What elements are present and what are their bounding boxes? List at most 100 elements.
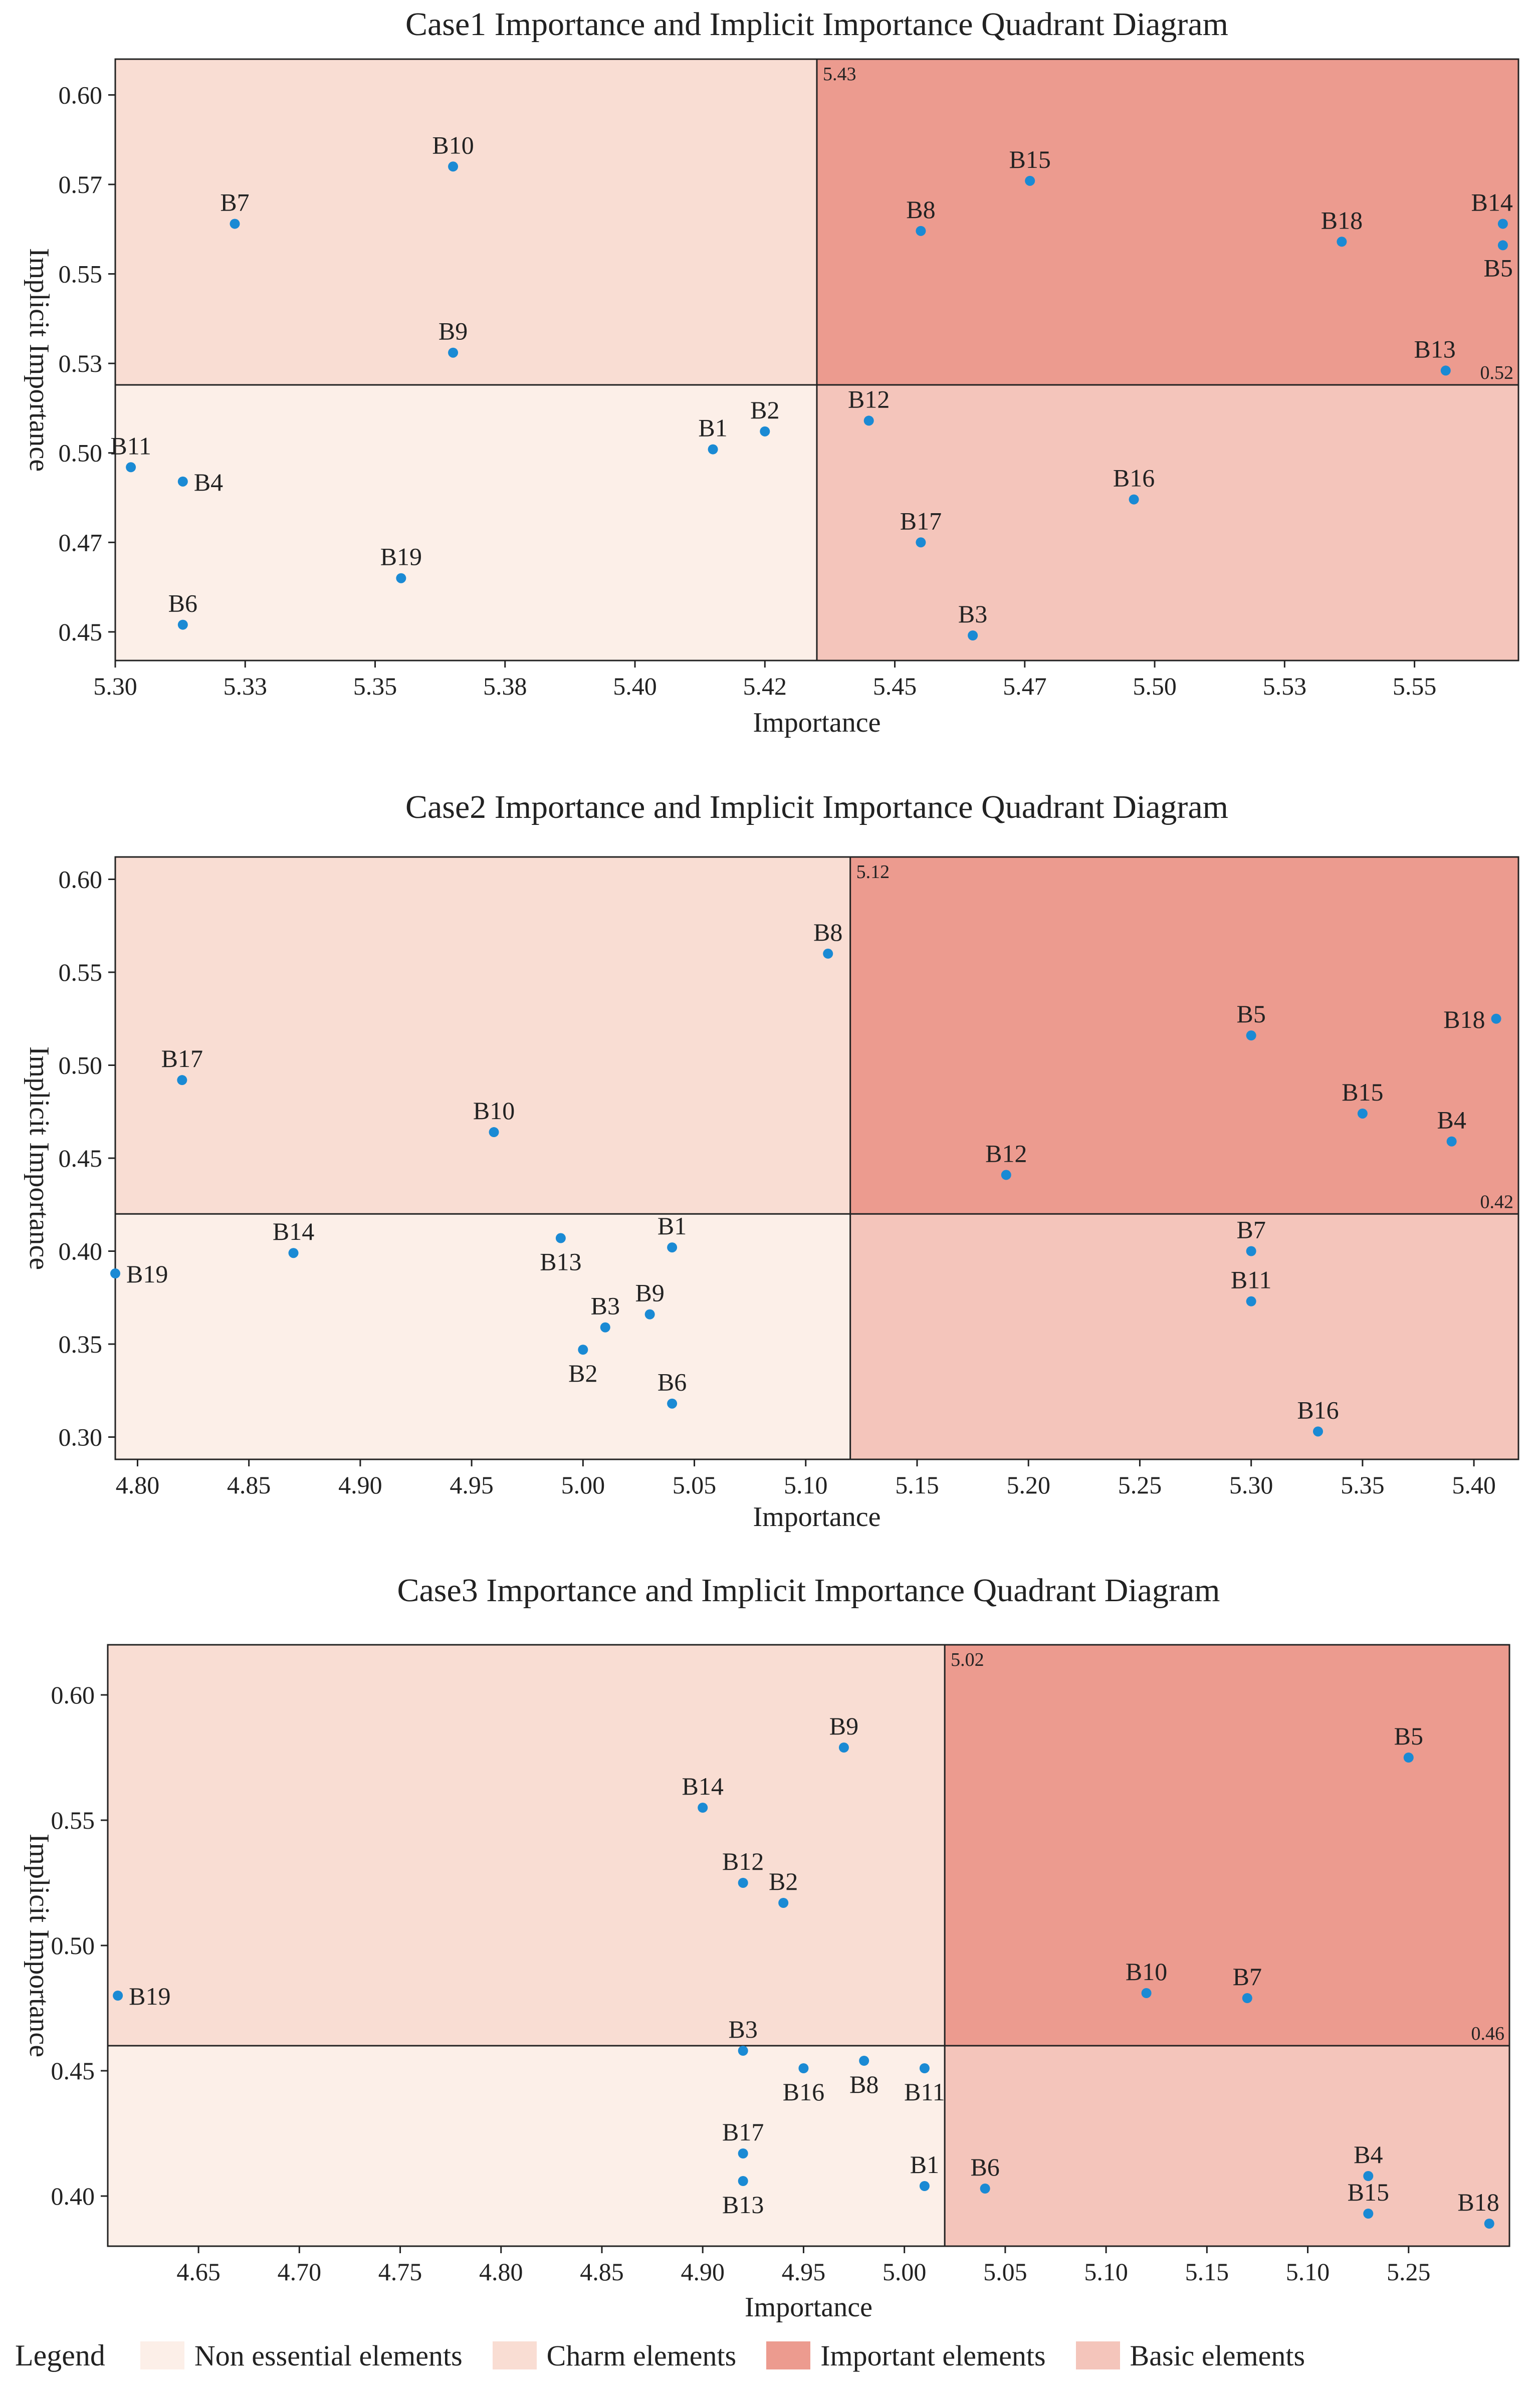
quadrant-non-essential: [108, 2046, 945, 2246]
data-point-b7: [1242, 1993, 1252, 2003]
y-tick-label: 0.57: [59, 170, 103, 198]
data-point-b13: [555, 1233, 566, 1243]
point-label-b10: B10: [432, 131, 474, 159]
data-point-b4: [177, 476, 188, 487]
data-point-b17: [738, 2148, 748, 2158]
data-point-b13: [1440, 365, 1451, 376]
chart-title: Case3 Importance and Implicit Importance…: [397, 1572, 1220, 1609]
data-point-b8: [916, 226, 926, 236]
point-label-b12: B12: [722, 1847, 764, 1875]
quadrant-important: [850, 857, 1518, 1214]
y-tick-label: 0.45: [59, 618, 103, 646]
legend-label-important: Important elements: [820, 2339, 1046, 2372]
legend-swatch-important: [766, 2341, 811, 2369]
x-axis-label: Importance: [753, 707, 881, 738]
point-label-b17: B17: [722, 2118, 764, 2146]
point-label-b11: B11: [904, 2078, 945, 2106]
y-split-label: 0.52: [1480, 362, 1514, 383]
point-label-b2: B2: [750, 396, 779, 424]
data-point-b18: [1337, 237, 1347, 247]
point-label-b15: B15: [1342, 1078, 1383, 1106]
legend-swatch-charm: [492, 2341, 537, 2369]
data-point-b14: [1497, 219, 1508, 229]
quadrant-charm: [108, 1645, 945, 2046]
x-axis-label: Importance: [745, 2292, 872, 2323]
legend-item-non-essential: Non essential elements: [140, 2339, 463, 2372]
y-tick-label: 0.55: [59, 958, 103, 986]
data-point-b12: [1001, 1170, 1011, 1180]
y-tick-label: 0.55: [51, 1806, 95, 1834]
x-tick-label: 4.90: [681, 2258, 725, 2286]
data-point-b9: [838, 1743, 849, 1753]
point-label-b2: B2: [769, 1867, 798, 1895]
data-point-b2: [760, 426, 770, 437]
x-tick-label: 5.15: [895, 1471, 939, 1499]
point-label-b4: B4: [1437, 1106, 1466, 1134]
x-tick-label: 4.95: [450, 1471, 494, 1499]
point-label-b11: B11: [1231, 1266, 1272, 1294]
data-point-b6: [667, 1398, 678, 1409]
point-label-b9: B9: [438, 317, 468, 345]
quadrant-non-essential: [115, 1214, 850, 1459]
x-tick-label: 5.10: [1286, 2258, 1330, 2286]
data-point-b11: [126, 462, 136, 473]
data-point-b3: [738, 2046, 748, 2056]
point-label-b12: B12: [985, 1139, 1027, 1167]
quadrant-important: [945, 1645, 1509, 2046]
data-point-b18: [1491, 1013, 1501, 1024]
data-point-b8: [823, 948, 833, 959]
y-tick-label: 0.50: [59, 1051, 103, 1079]
data-point-b16: [1313, 1426, 1323, 1437]
data-point-b15: [1363, 2209, 1374, 2219]
quadrant-basic: [850, 1214, 1518, 1459]
quadrant-basic: [945, 2046, 1509, 2246]
y-axis-label: Implicit Importance: [24, 1834, 55, 2057]
x-tick-label: 4.90: [338, 1471, 382, 1499]
point-label-b14: B14: [682, 1772, 724, 1800]
data-point-b14: [288, 1248, 299, 1258]
point-label-b13: B13: [722, 2191, 764, 2219]
x-tick-label: 4.85: [580, 2258, 624, 2286]
data-point-b12: [863, 415, 874, 426]
point-label-b9: B9: [635, 1279, 664, 1307]
point-label-b18: B18: [1321, 206, 1363, 234]
x-tick-label: 5.53: [1263, 672, 1307, 700]
point-label-b8: B8: [906, 195, 935, 224]
point-label-b15: B15: [1348, 2178, 1389, 2206]
x-tick-label: 4.75: [378, 2258, 422, 2286]
data-point-b5: [1497, 240, 1508, 251]
point-label-b1: B1: [657, 1212, 687, 1240]
data-point-b1: [919, 2181, 930, 2191]
data-point-b19: [113, 1991, 123, 2001]
y-tick-label: 0.47: [59, 528, 103, 556]
y-tick-label: 0.30: [59, 1423, 103, 1451]
x-tick-label: 5.00: [883, 2258, 927, 2286]
x-tick-label: 5.45: [873, 672, 917, 700]
x-tick-label: 5.10: [784, 1471, 828, 1499]
point-label-b5: B5: [1236, 1000, 1265, 1028]
data-point-b2: [778, 1898, 789, 1908]
data-point-b3: [968, 630, 978, 640]
data-point-b16: [798, 2063, 809, 2073]
legend-item-charm: Charm elements: [492, 2339, 736, 2372]
point-label-b13: B13: [1414, 335, 1455, 363]
data-point-b10: [489, 1127, 499, 1138]
y-tick-label: 0.45: [59, 1144, 103, 1172]
point-label-b4: B4: [194, 468, 223, 496]
point-label-b7: B7: [220, 188, 249, 216]
data-point-b19: [396, 573, 406, 583]
x-tick-label: 5.55: [1393, 672, 1437, 700]
data-point-b15: [1357, 1108, 1368, 1119]
point-label-b11: B11: [110, 431, 151, 460]
point-label-b19: B19: [129, 1982, 170, 2010]
y-split-label: 0.42: [1480, 1191, 1514, 1212]
y-tick-label: 0.50: [59, 439, 103, 467]
x-tick-label: 5.40: [613, 672, 657, 700]
chart-case-2: 5.12 0.42 Case2 Importance and Implicit Im…: [24, 789, 1519, 1533]
legend-label-basic: Basic elements: [1130, 2339, 1305, 2372]
point-label-b4: B4: [1354, 2140, 1383, 2169]
data-point-b8: [859, 2056, 869, 2066]
point-label-b19: B19: [126, 1260, 168, 1288]
point-label-b3: B3: [591, 1292, 620, 1320]
